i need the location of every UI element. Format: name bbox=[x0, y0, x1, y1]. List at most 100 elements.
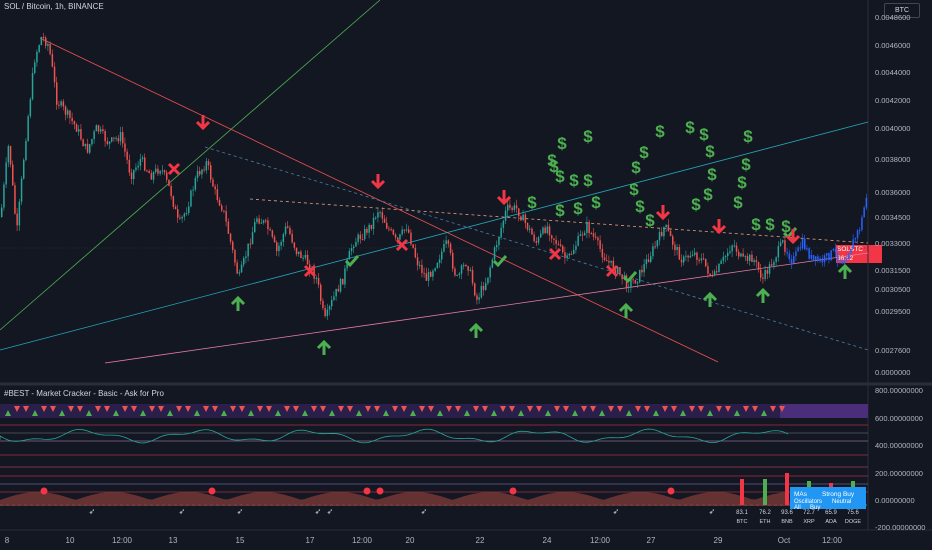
dollar-sign-marker: $ bbox=[781, 217, 791, 236]
candle-body bbox=[478, 297, 480, 300]
indicator-down-triangle bbox=[725, 406, 731, 412]
indicator-up-triangle bbox=[599, 410, 605, 416]
candle-body bbox=[729, 251, 731, 253]
candle-body bbox=[251, 232, 254, 245]
candle-body bbox=[326, 309, 329, 317]
candle-body bbox=[586, 222, 588, 233]
candle-body bbox=[166, 172, 168, 180]
candle-body bbox=[421, 264, 423, 273]
candle-body bbox=[78, 129, 80, 132]
buy-arrow-marker bbox=[837, 263, 853, 279]
candle-body bbox=[106, 141, 109, 144]
candle-body bbox=[273, 236, 276, 243]
candle-body bbox=[100, 129, 102, 132]
indicator-up-triangle bbox=[734, 410, 740, 416]
indicator-up-triangle bbox=[275, 410, 281, 416]
candle-body bbox=[643, 264, 645, 273]
candle-body bbox=[399, 234, 401, 240]
candle-body bbox=[280, 241, 282, 246]
candle-body bbox=[694, 252, 696, 255]
candle-body bbox=[804, 238, 806, 250]
candle-body bbox=[797, 247, 799, 252]
candle-body bbox=[342, 278, 344, 285]
candle-body bbox=[42, 36, 45, 38]
indicator-down-triangle bbox=[239, 406, 245, 412]
rocket-icon: ➶ bbox=[327, 507, 334, 516]
candle-body bbox=[634, 280, 637, 284]
indicator-down-triangle bbox=[68, 406, 74, 412]
candle-body bbox=[62, 101, 65, 107]
indicator-down-triangle bbox=[365, 406, 371, 412]
candle-body bbox=[247, 243, 249, 257]
candle-body bbox=[113, 137, 115, 139]
sell-arrow-marker bbox=[711, 219, 727, 235]
unit-label[interactable]: BTC bbox=[884, 3, 920, 18]
candle-body bbox=[573, 249, 575, 254]
candle-body bbox=[702, 258, 705, 260]
candle-body bbox=[764, 270, 766, 279]
candle-body bbox=[168, 179, 170, 186]
candle-body bbox=[854, 238, 857, 240]
candle-body bbox=[159, 171, 161, 174]
blue-dashed-line[interactable] bbox=[204, 146, 869, 351]
indicator-down-triangle bbox=[590, 406, 596, 412]
candle-body bbox=[823, 255, 826, 263]
green-trendline[interactable] bbox=[0, 0, 381, 331]
dollar-sign-marker: $ bbox=[707, 165, 717, 184]
cyan-trendline[interactable] bbox=[0, 121, 869, 351]
price-tick-label: 0.0030500 bbox=[875, 285, 910, 294]
indicator-up-triangle bbox=[626, 410, 632, 416]
indicator-signal-dot bbox=[376, 487, 384, 495]
candle-body bbox=[324, 307, 326, 317]
candle-body bbox=[691, 254, 694, 256]
buy-arrow-marker bbox=[702, 291, 718, 307]
dollar-sign-marker: $ bbox=[591, 193, 601, 212]
indicator-down-triangle bbox=[716, 406, 722, 412]
candle-body bbox=[174, 206, 177, 210]
candle-body bbox=[790, 259, 793, 264]
summary-row-value: Buy bbox=[810, 505, 820, 511]
candle-body bbox=[821, 258, 824, 263]
indicator-tick-label: 200.00000000 bbox=[875, 469, 923, 478]
candle-body bbox=[27, 116, 29, 141]
indicator-down-triangle bbox=[392, 406, 398, 412]
candle-body bbox=[788, 253, 791, 260]
candle-body bbox=[760, 269, 762, 278]
dollar-sign-marker: $ bbox=[737, 173, 747, 192]
time-tick-label: Oct bbox=[778, 536, 791, 545]
candle-body bbox=[859, 229, 861, 231]
dollar-sign-marker: $ bbox=[549, 157, 559, 176]
candle-body bbox=[60, 101, 62, 106]
candle-body bbox=[58, 104, 60, 106]
sell-arrow-marker bbox=[195, 115, 211, 131]
candle-body bbox=[463, 264, 465, 266]
candle-body bbox=[537, 237, 540, 243]
candle-body bbox=[359, 234, 362, 239]
candle-body bbox=[210, 165, 212, 180]
indicator-up-triangle bbox=[32, 410, 38, 416]
indicator-down-triangle bbox=[770, 406, 776, 412]
candle-body bbox=[628, 286, 630, 288]
candle-body bbox=[333, 296, 335, 301]
price-tick-label: 0.0048600 bbox=[875, 13, 910, 22]
time-tick-label: 17 bbox=[306, 536, 315, 545]
candle-body bbox=[771, 264, 773, 266]
candle-body bbox=[192, 189, 194, 191]
price-tick-label: 0.0038000 bbox=[875, 155, 910, 164]
candle-body bbox=[38, 45, 40, 52]
indicator-down-triangle bbox=[635, 406, 641, 412]
candle-body bbox=[551, 235, 553, 239]
candle-body bbox=[386, 222, 388, 229]
candle-body bbox=[689, 255, 692, 258]
candle-body bbox=[16, 213, 18, 226]
candle-body bbox=[350, 247, 353, 252]
indicator-down-triangle bbox=[446, 406, 452, 412]
indicator-up-triangle bbox=[356, 410, 362, 416]
orange-dashed-line[interactable] bbox=[249, 198, 869, 244]
candle-body bbox=[520, 216, 522, 221]
candle-body bbox=[584, 232, 586, 236]
pink-trendline[interactable] bbox=[104, 252, 869, 364]
indicator-down-triangle bbox=[689, 406, 695, 412]
candle-body bbox=[135, 167, 137, 170]
